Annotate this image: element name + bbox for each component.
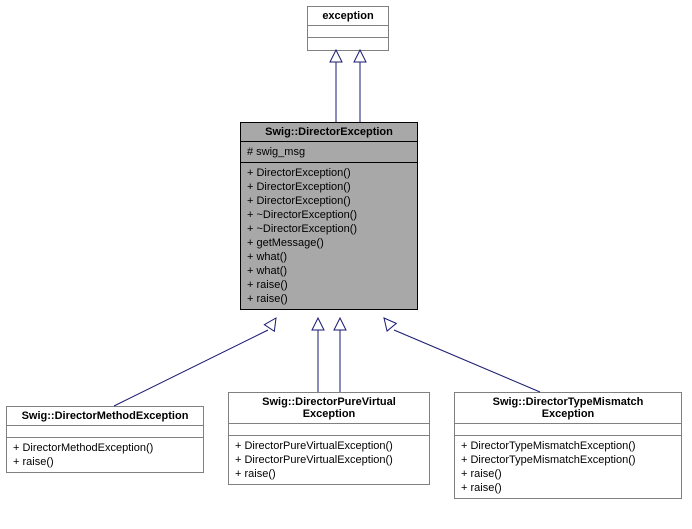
class-director-method-exception: Swig::DirectorMethodException + Director… <box>6 406 204 473</box>
class-director-pure-virtual-exception: Swig::DirectorPureVirtual Exception + Di… <box>228 392 430 485</box>
class-attrs-empty <box>7 426 203 438</box>
class-ops-empty <box>308 38 388 50</box>
class-title-line: Exception <box>235 408 423 420</box>
op: + DirectorTypeMismatchException() <box>461 453 675 467</box>
op: + raise() <box>247 278 411 292</box>
class-title-line: Exception <box>461 408 675 420</box>
class-director-exception: Swig::DirectorException # swig_msg + Dir… <box>240 122 418 310</box>
op: + raise() <box>461 467 675 481</box>
op: + raise() <box>461 481 675 495</box>
class-ops: + DirectorPureVirtualException() + Direc… <box>229 436 429 484</box>
class-title: Swig::DirectorTypeMismatch Exception <box>455 393 681 424</box>
op: + raise() <box>13 455 197 469</box>
class-director-type-mismatch-exception: Swig::DirectorTypeMismatch Exception + D… <box>454 392 682 499</box>
class-exception: exception <box>307 6 389 51</box>
class-attrs-empty <box>455 424 681 436</box>
op: + DirectorMethodException() <box>13 441 197 455</box>
attr: # swig_msg <box>247 145 411 159</box>
op: + what() <box>247 264 411 278</box>
op: + ~DirectorException() <box>247 222 411 236</box>
class-title-line: Swig::DirectorTypeMismatch <box>461 396 675 408</box>
class-title: Swig::DirectorPureVirtual Exception <box>229 393 429 424</box>
op: + raise() <box>235 467 423 481</box>
op: + DirectorPureVirtualException() <box>235 453 423 467</box>
class-attrs-empty <box>229 424 429 436</box>
class-title: Swig::DirectorException <box>241 123 417 142</box>
class-title: exception <box>308 7 388 26</box>
op: + DirectorPureVirtualException() <box>235 439 423 453</box>
class-title: Swig::DirectorMethodException <box>7 407 203 426</box>
op: + getMessage() <box>247 236 411 250</box>
class-title-line: Swig::DirectorPureVirtual <box>235 396 423 408</box>
op: + DirectorException() <box>247 180 411 194</box>
op: + raise() <box>247 292 411 306</box>
class-attrs: # swig_msg <box>241 142 417 163</box>
op: + DirectorException() <box>247 166 411 180</box>
op: + what() <box>247 250 411 264</box>
class-ops: + DirectorException() + DirectorExceptio… <box>241 163 417 309</box>
class-ops: + DirectorMethodException() + raise() <box>7 438 203 472</box>
op: + ~DirectorException() <box>247 208 411 222</box>
class-attrs-empty <box>308 26 388 38</box>
class-ops: + DirectorTypeMismatchException() + Dire… <box>455 436 681 498</box>
op: + DirectorTypeMismatchException() <box>461 439 675 453</box>
op: + DirectorException() <box>247 194 411 208</box>
